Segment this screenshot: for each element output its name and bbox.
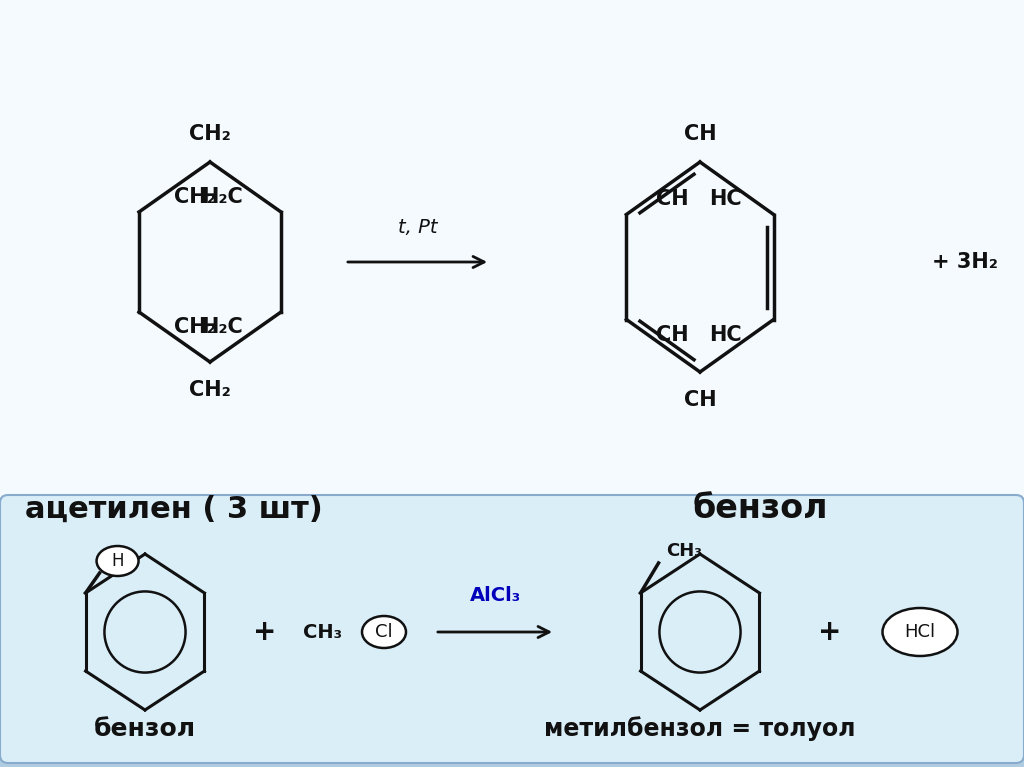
Ellipse shape <box>96 546 138 576</box>
Text: CH: CH <box>684 124 717 144</box>
Text: + 3H₂: + 3H₂ <box>932 252 998 272</box>
Text: CH: CH <box>656 189 689 209</box>
Text: бензол: бензол <box>94 717 196 741</box>
Text: CH₂: CH₂ <box>174 187 216 207</box>
Text: CH: CH <box>656 324 689 344</box>
Text: метилбензол = толуол: метилбензол = толуол <box>544 716 856 742</box>
Text: HCl: HCl <box>904 623 936 641</box>
Text: AlCl₃: AlCl₃ <box>469 586 520 605</box>
Text: Cl: Cl <box>375 623 393 641</box>
Text: H₂C: H₂C <box>202 317 243 337</box>
Text: ацетилен ( 3 шт): ацетилен ( 3 шт) <box>25 495 323 524</box>
Text: +: + <box>818 618 842 646</box>
Text: CH₂: CH₂ <box>174 317 216 337</box>
Text: CH: CH <box>684 390 717 410</box>
Text: +: + <box>253 618 276 646</box>
FancyBboxPatch shape <box>0 495 1024 763</box>
Text: CH₂: CH₂ <box>189 380 230 400</box>
Text: H: H <box>112 552 124 570</box>
Text: t, Pt: t, Pt <box>397 218 437 237</box>
Text: CH₃: CH₃ <box>667 542 702 560</box>
Text: HC: HC <box>709 324 741 344</box>
Ellipse shape <box>883 608 957 656</box>
FancyBboxPatch shape <box>0 0 1024 545</box>
Ellipse shape <box>362 616 406 648</box>
Text: бензол: бензол <box>692 492 827 525</box>
Text: CH₃: CH₃ <box>302 623 341 641</box>
Text: HC: HC <box>709 189 741 209</box>
Text: H₂C: H₂C <box>202 187 243 207</box>
Text: CH₂: CH₂ <box>189 124 230 144</box>
